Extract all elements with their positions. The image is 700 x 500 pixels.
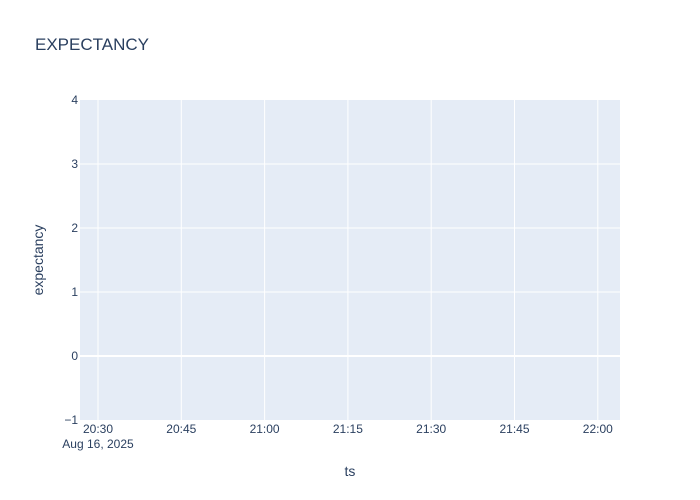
y-tick-label: 4 [71, 93, 78, 107]
y-tick-label: 3 [71, 157, 78, 171]
x-tick-label: 21:45 [499, 422, 529, 436]
y-tick-label: 0 [71, 349, 78, 363]
y-axis-title: expectancy [30, 225, 46, 296]
x-tick-label: 20:30 [83, 422, 113, 436]
y-tick-labels: −1 0 1 2 3 4 [64, 93, 78, 427]
x-tick-label: 21:15 [333, 422, 363, 436]
x-tick-label: 22:00 [583, 422, 613, 436]
y-tick-label: −1 [64, 413, 78, 427]
y-tick-label: 1 [71, 285, 78, 299]
chart-title: EXPECTANCY [35, 35, 149, 54]
plot-area [80, 100, 620, 420]
x-tick-label: 21:00 [250, 422, 280, 436]
y-gridlines [80, 163, 620, 357]
x-axis-title: ts [345, 463, 356, 479]
x-tick-label: 21:30 [416, 422, 446, 436]
y-tick-label: 2 [71, 221, 78, 235]
x-tick-labels: 20:30 20:45 21:00 21:15 21:30 21:45 22:00 [83, 422, 613, 436]
x-gridlines [97, 100, 599, 420]
x-tick-label: 20:45 [166, 422, 196, 436]
x-tick-date-label: Aug 16, 2025 [62, 437, 134, 451]
